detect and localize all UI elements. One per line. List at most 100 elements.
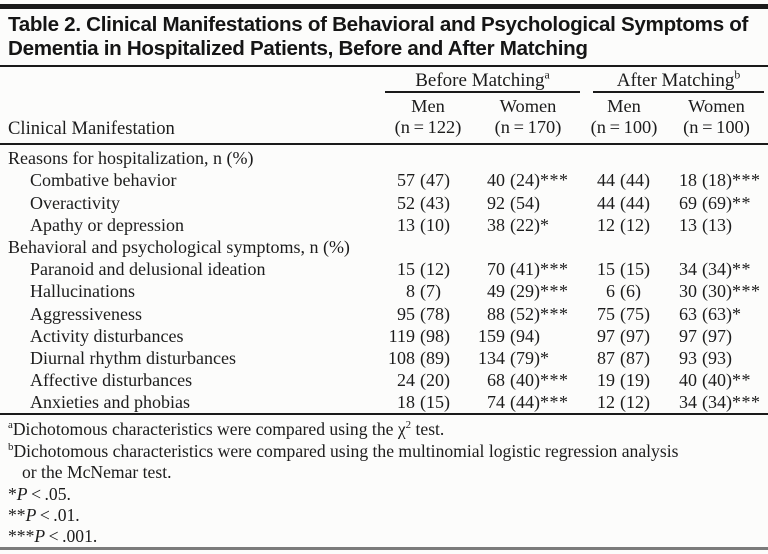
table-row: Anxieties and phobias 18 (15) 74 (44) *** 1…	[0, 391, 768, 413]
cell-significance: ***	[540, 303, 569, 324]
group-header-before-matching: Before Matchinga	[385, 67, 580, 94]
footnote-mark-a: a	[544, 68, 550, 82]
data-cell: 68 (40) ***	[473, 369, 583, 391]
cell-significance: ***	[540, 392, 569, 413]
cell-significance: *	[540, 214, 550, 235]
row-label: Affective disturbances	[30, 370, 193, 391]
data-cell: 74 (44) ***	[473, 391, 583, 413]
cell-percent: (94)	[510, 325, 540, 346]
data-cell: 49 (29) ***	[473, 280, 583, 302]
data-cell: 40 (24) ***	[473, 169, 583, 191]
section-label: Behavioral and psychological symptoms, n…	[8, 236, 350, 257]
cell-significance: ***	[540, 259, 569, 280]
data-cell: 8 (7)	[383, 280, 473, 302]
table-row: Paranoid and delusional ideation 15 (12) …	[0, 258, 768, 280]
row-label: Anxieties and phobias	[30, 392, 190, 413]
cell-count: 38	[487, 214, 505, 235]
cell-count: 88	[487, 303, 505, 324]
cell-percent: (18)	[702, 170, 732, 191]
cell-percent: (63)	[702, 303, 732, 324]
cell-significance: ***	[732, 170, 761, 191]
data-cell: 52 (43)	[383, 192, 473, 214]
cell-count: 87	[597, 347, 615, 368]
cell-percent: (44)	[620, 192, 650, 213]
footnote-a: aDichotomous characteristics were compar…	[8, 419, 445, 440]
table-row: Overactivity 52 (43) 92 (54) 44 (44) 69 (69)…	[0, 192, 768, 214]
cell-percent: (10)	[420, 214, 450, 235]
table-row: Activity disturbances 119 (98) 159 (94) 97…	[0, 325, 768, 347]
data-cell: 34 (34) ***	[665, 391, 768, 413]
subcol-after-men-label: Men	[607, 96, 641, 117]
cell-count: 95	[397, 303, 415, 324]
cell-significance: *	[540, 347, 550, 368]
cell-significance: **	[732, 370, 751, 391]
cell-count: 69	[679, 192, 697, 213]
group-header-after-matching: After Matchingb	[593, 67, 764, 94]
cell-percent: (7)	[420, 281, 441, 302]
row-label: Apathy or depression	[30, 214, 184, 235]
cell-percent: (12)	[620, 392, 650, 413]
significance-note-1: *P < .05.	[8, 484, 760, 505]
row-label: Paranoid and delusional ideation	[30, 259, 266, 280]
data-cell: 12 (12)	[583, 391, 665, 413]
cell-count: 8	[406, 281, 415, 302]
cell-percent: (54)	[510, 192, 540, 213]
cell-significance: **	[732, 259, 751, 280]
group-label: Before Matching	[415, 70, 545, 92]
data-cell: 6 (6)	[583, 280, 665, 302]
cell-percent: (89)	[420, 347, 450, 368]
significance-note-2: **P < .01.	[8, 505, 760, 526]
section-row: Reasons for hospitalization, n (%)	[0, 147, 768, 169]
subcol-before-men-label: Men	[411, 96, 445, 117]
table-row: Affective disturbances 24 (20) 68 (40) *** …	[0, 369, 768, 391]
sig-p: P	[25, 505, 37, 526]
row-label: Overactivity	[30, 192, 120, 213]
body-footnote-rule	[0, 413, 768, 416]
table-row: Diurnal rhythm disturbances 108 (89) 134(…	[0, 347, 768, 369]
cell-percent: (43)	[420, 192, 450, 213]
table-title-line2: Dementia in Hospitalized Patients, Befor…	[8, 36, 588, 60]
group-label: After Matching	[616, 70, 735, 92]
subcol-after-women-n: (n = 100)	[683, 117, 750, 138]
cell-percent: (12)	[620, 214, 650, 235]
cell-percent: (41)	[510, 259, 540, 280]
footnote-a-mark: a	[8, 419, 13, 432]
cell-count: 52	[397, 192, 415, 213]
data-cell: 44 (44)	[583, 169, 665, 191]
cell-count: 44	[597, 170, 615, 191]
data-cell: 18 (15)	[383, 391, 473, 413]
row-header-label: Clinical Manifestation	[8, 118, 175, 140]
data-cell: 159 (94)	[473, 325, 583, 347]
row-label: Hallucinations	[30, 281, 135, 302]
cell-count: 12	[597, 392, 615, 413]
cell-percent: (47)	[420, 170, 450, 191]
table-title: Table 2. Clinical Manifestations of Beha…	[0, 9, 768, 65]
cell-count: 74	[487, 392, 505, 413]
cell-count: 134	[478, 347, 505, 368]
cell-percent: (22)	[510, 214, 540, 235]
subcol-after-men-n: (n = 100)	[590, 117, 658, 138]
section-row: Behavioral and psychological symptoms, n…	[0, 236, 768, 258]
cell-count: 44	[597, 192, 615, 213]
cell-count: 57	[397, 170, 415, 191]
cell-count: 6	[606, 281, 615, 302]
sig-stars: *	[8, 483, 17, 504]
table-row: Apathy or depression 13 (10) 38 (22) * 12 (1…	[0, 214, 768, 236]
cell-count: 15	[597, 259, 615, 280]
cell-count: 159	[478, 325, 505, 346]
row-label: Diurnal rhythm disturbances	[30, 347, 236, 368]
cell-percent: (13)	[702, 214, 732, 235]
table-row: Combative behavior 57 (47) 40 (24) *** 44 (4…	[0, 169, 768, 191]
cell-count: 70	[487, 259, 505, 280]
cell-percent: (75)	[620, 303, 650, 324]
data-cell: 15 (15)	[583, 258, 665, 280]
data-cell: 69 (69) **	[665, 192, 768, 214]
cell-count: 15	[397, 259, 415, 280]
data-cell: 87 (87)	[583, 347, 665, 369]
sig-p: P	[16, 483, 28, 504]
data-cell: 13 (13)	[665, 214, 768, 236]
cell-count: 119	[388, 325, 415, 346]
cell-percent: (98)	[420, 325, 450, 346]
data-cell: 75 (75)	[583, 303, 665, 325]
sig-stars: **	[8, 505, 26, 526]
